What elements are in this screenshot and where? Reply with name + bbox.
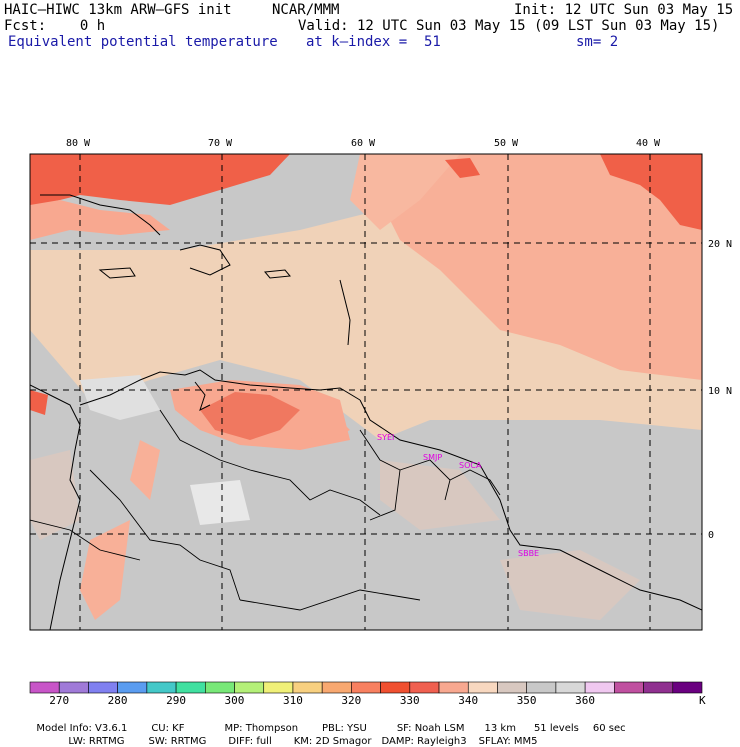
valid-time: Valid: 12 UTC Sun 03 May 15 (09 LST Sun …	[298, 18, 720, 34]
colorbar-swatch	[234, 681, 265, 694]
footer-levels: 51 levels	[533, 723, 579, 734]
footer-sf: SF: Noah LSM	[396, 723, 465, 734]
footer-res: 13 km	[484, 723, 516, 734]
colorbar-tick-label: 290	[166, 694, 186, 707]
org-label: NCAR/MMM	[272, 2, 340, 18]
colorbar-swatch	[409, 681, 440, 694]
footer-pbl: PBL: YSU	[322, 723, 367, 734]
colorbar-swatch	[351, 681, 381, 694]
field-name: Equivalent potential temperature	[8, 34, 278, 50]
country-borders	[30, 409, 501, 611]
station-syei: SYEI	[377, 433, 394, 442]
lat-label-0: 0	[708, 530, 714, 541]
footer-lw: LW: RRTMG	[68, 736, 125, 747]
colorbar-tick-label: 320	[341, 694, 362, 707]
station-smjp: SMJP	[423, 453, 442, 462]
footer-line-1: Model Info: V3.6.1 CU: KF MP: Thompson PBL:…	[30, 712, 626, 734]
colorbar-swatch	[146, 681, 177, 694]
footer-sflay: SFLAY: MM5	[478, 736, 538, 747]
colorbar-tick-label: 330	[399, 694, 420, 707]
colorbar-swatch	[672, 681, 703, 694]
footer-line-2: LW: RRTMG SW: RRTMG DIFF: full KM: 2D Smago…	[62, 725, 538, 747]
footer-mp: MP: Thompson	[224, 723, 299, 734]
colorbar-tick-label: 360	[575, 694, 595, 707]
footer-damp: DAMP: Rayleigh3	[381, 736, 467, 747]
station-sbbe: SBBE	[518, 549, 539, 558]
footer-model-info: Model Info: V3.6.1	[36, 723, 128, 734]
lat-label-10n: 10 N	[708, 386, 732, 397]
colorbar-swatch	[643, 681, 674, 694]
colorbar-swatch	[58, 681, 89, 694]
lon-label-70w: 70 W	[208, 138, 233, 149]
init-time: Init: 12 UTC Sun 03 May 15	[514, 2, 734, 18]
colorbar-swatch	[497, 681, 527, 694]
smoothing: sm= 2	[576, 34, 619, 50]
footer-km: KM: 2D Smagor	[293, 736, 372, 747]
colorbar-unit: K	[699, 694, 706, 707]
graticule	[30, 154, 702, 630]
colorbar-swatch	[467, 681, 498, 694]
colorbar-swatch	[614, 681, 644, 694]
colorbar-tick-label: 340	[458, 694, 479, 707]
colorbar-tick-label: 300	[224, 694, 245, 707]
colorbar-swatch	[555, 681, 586, 694]
colorbar-swatch	[526, 681, 557, 694]
model-title: HAIC–HIWC 13km ARW–GFS init	[4, 2, 232, 18]
colorbar-swatch	[88, 681, 118, 694]
colorbar-swatch	[292, 681, 323, 694]
colorbar-tick-label: 270	[49, 694, 70, 707]
k-index: at k–index = 51	[306, 34, 441, 50]
colorbar	[29, 681, 703, 694]
colorbar-tick-label: 310	[282, 694, 303, 707]
colorbar-swatch	[438, 681, 469, 694]
map-frame	[29, 153, 703, 631]
footer-diff: DIFF: full	[228, 736, 272, 747]
colorbar-swatch	[380, 681, 411, 694]
colorbar-swatch	[117, 681, 148, 694]
station-soca: SOCA	[459, 461, 482, 470]
theta-e-field	[30, 154, 702, 630]
colorbar-tick-label: 280	[107, 694, 128, 707]
lon-label-60w: 60 W	[351, 138, 376, 149]
colorbar-swatch	[584, 681, 615, 694]
footer-cu: CU: KF	[151, 723, 185, 734]
colorbar-swatch	[321, 681, 352, 694]
footer-sw: SW: RRTMG	[148, 736, 207, 747]
footer-dt: 60 sec	[592, 723, 626, 734]
lon-label-50w: 50 W	[494, 138, 519, 149]
colorbar-swatch	[175, 681, 206, 694]
colorbar-tick-label: 350	[516, 694, 537, 707]
coastlines	[30, 194, 702, 630]
colorbar-swatch	[29, 681, 60, 694]
colorbar-swatch	[205, 681, 235, 694]
lon-label-80w: 80 W	[66, 138, 91, 149]
lat-label-20n: 20 N	[708, 239, 732, 250]
forecast-hour: Fcst: 0 h	[4, 18, 106, 34]
colorbar-swatch	[263, 681, 294, 694]
lon-label-40w: 40 W	[636, 138, 661, 149]
